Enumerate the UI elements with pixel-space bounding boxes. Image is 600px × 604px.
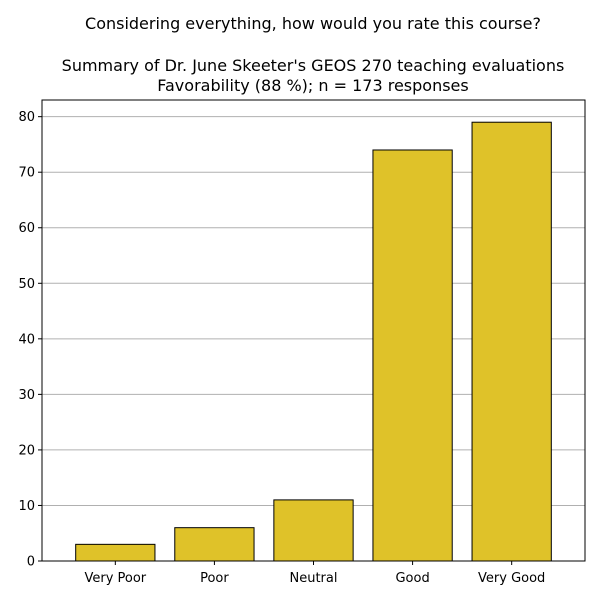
x-tick-label: Very Good [478,571,545,586]
chart-title: Considering everything, how would you ra… [62,14,565,95]
y-tick-label: 70 [18,166,35,181]
bars [75,121,552,562]
bar-poor [174,527,255,562]
x-tick-label: Neutral [290,571,338,586]
chart-title-line-2: Summary of Dr. June Skeeter's GEOS 270 t… [62,56,565,75]
bar-very-good [471,121,552,562]
y-gridlines [42,116,585,562]
x-tick-label: Poor [200,571,229,586]
chart-title-line-1: Considering everything, how would you ra… [85,14,541,33]
y-tick-label: 20 [18,443,35,458]
y-tick-label: 10 [18,499,35,514]
bar-very-poor [75,543,156,562]
y-tick-label: 40 [18,332,35,347]
y-tick-label: 50 [18,277,35,292]
x-axis: Very Poor Poor Neutral Good Very Good [84,561,545,586]
x-tick-label: Very Poor [84,571,146,586]
bar-good [372,149,453,562]
chart-title-line-3: Favorability (88 %); n = 173 responses [157,76,468,95]
y-tick-label: 80 [18,110,35,125]
x-tick-label: Good [395,571,429,586]
y-tick-label: 60 [18,221,35,236]
y-tick-label: 0 [27,555,35,570]
y-axis: 0 10 20 30 40 50 60 70 80 [18,110,42,570]
y-tick-label: 30 [18,388,35,403]
bar-neutral [273,499,354,562]
